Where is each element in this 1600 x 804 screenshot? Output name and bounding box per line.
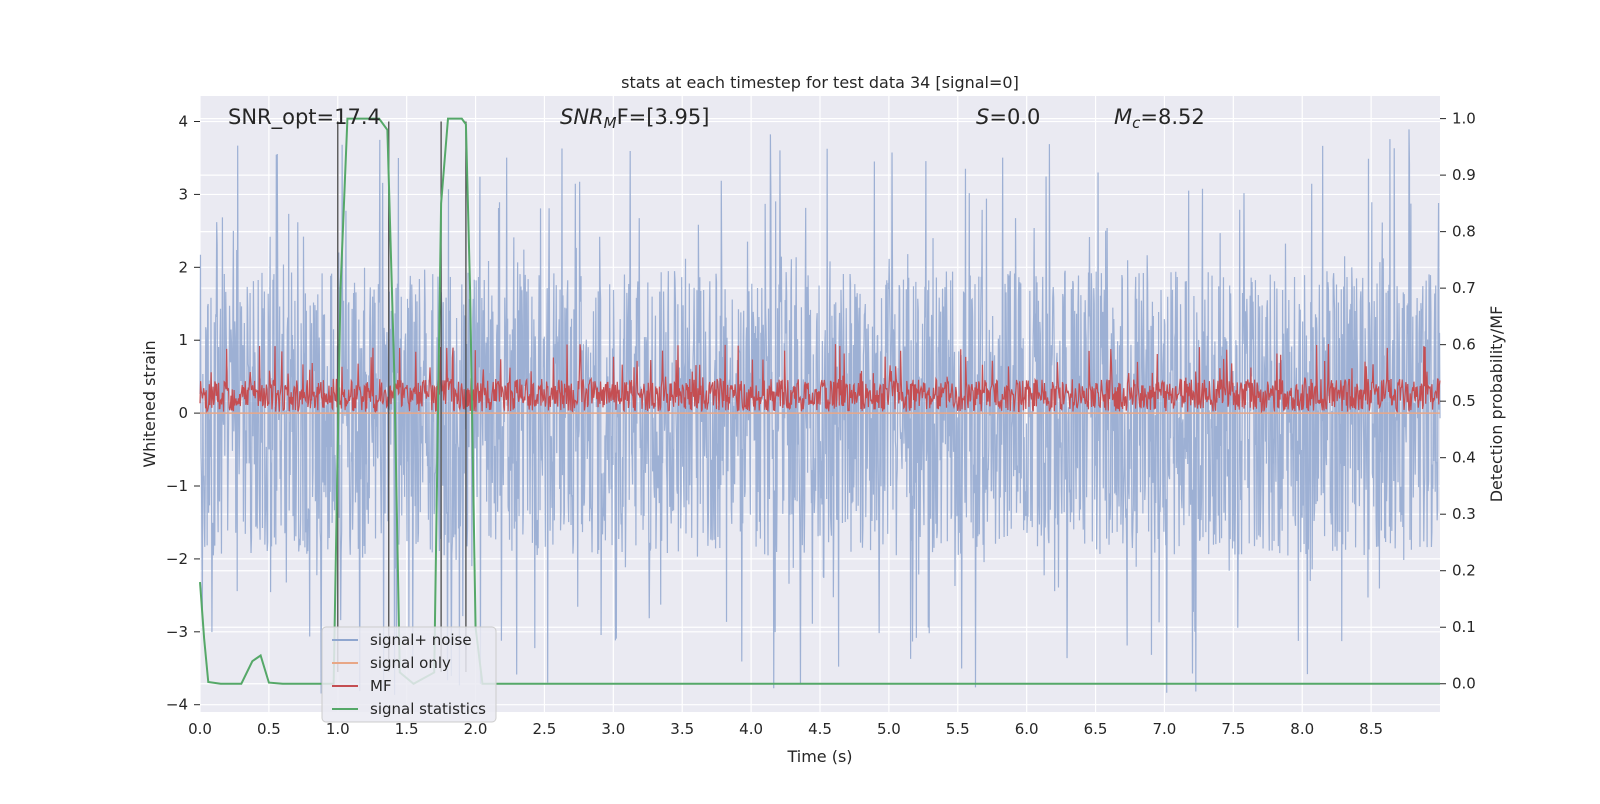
x-tick-label: 8.0	[1290, 720, 1314, 738]
x-tick-label: 7.5	[1221, 720, 1245, 738]
annotation-snr-mf-base: SNR	[560, 105, 604, 129]
series-layer	[199, 117, 1441, 695]
y-right-axis-label: Detection probability/MF	[1487, 306, 1506, 503]
y-tick-label: −4	[166, 696, 188, 714]
legend: signal+ noise signal only MF signal stat…	[321, 626, 497, 723]
x-tick-label: 4.0	[739, 720, 763, 738]
y-right-tick-label: 0.0	[1452, 675, 1476, 693]
y-tick-label: −1	[166, 477, 188, 495]
x-axis-label: Time (s)	[786, 747, 852, 766]
annotation-snr-mf: SNRMF=[3.95]	[560, 105, 709, 132]
axes-layer: 0.0 0.5 1.0 1.5 2.0 2.5 3.0 3.5 4.0 4.5 5.0 5.5 6.0 6…	[166, 110, 1476, 738]
annotation-s-var: S	[976, 105, 989, 129]
y-right-tick-label: 0.7	[1452, 279, 1476, 297]
y-right-tick-label: 0.5	[1452, 392, 1476, 410]
x-tick-label: 2.0	[464, 720, 488, 738]
chart-title: stats at each timestep for test data 34 …	[621, 73, 1019, 92]
x-tick-label: 6.5	[1084, 720, 1108, 738]
legend-label-signal-statistics: signal statistics	[370, 700, 486, 718]
annotation-snr-mf-sub: M	[604, 114, 617, 132]
y-right-tick-label: 0.8	[1452, 223, 1476, 241]
x-tick-label: 1.0	[326, 720, 350, 738]
y-tick-label: −2	[166, 550, 188, 568]
x-tick-label: 0.5	[257, 720, 281, 738]
series-mf	[199, 343, 1441, 414]
y-tick-label: 0	[178, 404, 188, 422]
legend-label-mf: MF	[370, 677, 392, 695]
annotation-s-rest: =0.0	[989, 105, 1040, 129]
x-tick-label: 6.0	[1015, 720, 1039, 738]
series-signal-statistics	[199, 117, 1440, 685]
annotation-mc-sub: c	[1132, 114, 1141, 132]
y-tick-label: 2	[178, 258, 188, 276]
legend-label-signal-only: signal only	[370, 654, 451, 672]
y-right-tick-label: 0.2	[1452, 562, 1476, 580]
x-tick-label: 0.0	[188, 720, 212, 738]
y-tick-label: 3	[178, 185, 188, 203]
x-tick-label: 3.5	[670, 720, 694, 738]
y-tick-label: 1	[178, 331, 188, 349]
y-axis-label: Whitened strain	[140, 340, 159, 467]
x-tick-label: 2.5	[533, 720, 557, 738]
annotation-snr-opt: SNR_opt=17.4	[228, 105, 381, 130]
x-tick-label: 3.0	[601, 720, 625, 738]
annotation-snr-mf-rest: F=[3.95]	[617, 105, 710, 129]
y-tick-label: −3	[166, 623, 188, 641]
x-tick-label: 1.5	[395, 720, 419, 738]
x-tick-label: 5.0	[877, 720, 901, 738]
legend-box	[321, 626, 497, 723]
y-right-tick-label: 0.6	[1452, 336, 1476, 354]
x-tick-label: 8.5	[1359, 720, 1383, 738]
y-right-tick-label: 0.9	[1452, 166, 1476, 184]
x-tick-label: 7.0	[1153, 720, 1177, 738]
y-right-tick-label: 0.1	[1452, 618, 1476, 636]
annotation-s: S=0.0	[976, 105, 1040, 129]
x-tick-label: 5.5	[946, 720, 970, 738]
annotation-mc-var: M	[1114, 105, 1132, 129]
annotation-mc: Mc=8.52	[1114, 105, 1205, 132]
y-right-tick-label: 0.3	[1452, 505, 1476, 523]
y-right-tick-label: 1.0	[1452, 110, 1476, 128]
annotation-mc-rest: =8.52	[1140, 105, 1204, 129]
y-right-tick-label: 0.4	[1452, 449, 1476, 467]
legend-label-signal-noise: signal+ noise	[370, 631, 472, 649]
x-tick-label: 4.5	[808, 720, 832, 738]
y-tick-label: 4	[178, 113, 188, 131]
